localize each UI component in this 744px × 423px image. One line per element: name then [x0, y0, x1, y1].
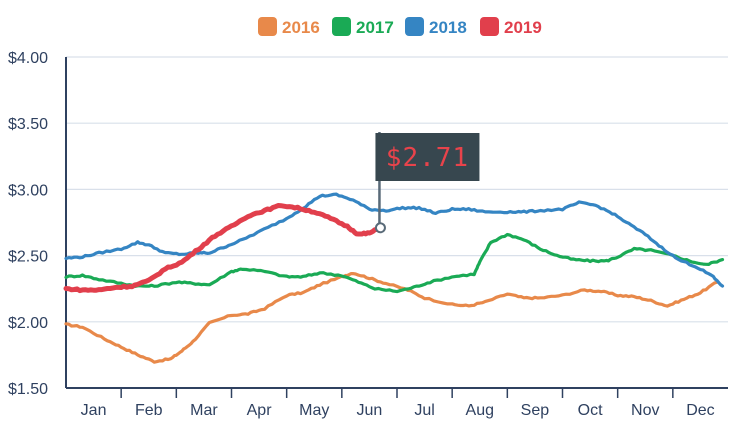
series-line-2017[interactable]	[64, 232, 725, 294]
legend-label-2016: 2016	[282, 18, 320, 37]
flag-price-label: $2.71	[386, 143, 469, 173]
x-tick-label: Mar	[190, 402, 218, 419]
x-tick-label: Oct	[578, 402, 603, 419]
x-tick-label: Apr	[247, 402, 273, 419]
legend-swatch-2017	[332, 17, 351, 36]
y-tick-label: $2.50	[8, 249, 48, 266]
axes: $1.50 $2.00 $2.50 $3.00 $3.50 $4.00 Jan Feb Mar A…	[8, 50, 728, 419]
legend-label-2018: 2018	[429, 18, 467, 37]
x-tick-label: Nov	[631, 402, 659, 419]
series-line-2016[interactable]	[64, 272, 719, 364]
x-tick-label: Jul	[414, 402, 434, 419]
y-tick-label: $1.50	[8, 381, 48, 398]
legend-swatch-2016	[258, 17, 277, 36]
x-tick-label: Aug	[466, 402, 494, 419]
y-tick-label: $4.00	[8, 50, 48, 67]
legend-item-2017[interactable]: 2017	[332, 17, 394, 37]
legend: 2016 2017 2018 2019	[258, 17, 542, 37]
x-tick-label: Jan	[81, 402, 107, 419]
series-line-2018[interactable]	[64, 192, 725, 288]
legend-item-2019[interactable]: 2019	[480, 17, 542, 37]
price-flag-annotation: $2.71	[374, 132, 480, 234]
legend-swatch-2018	[405, 17, 424, 36]
legend-item-2018[interactable]: 2018	[405, 17, 467, 37]
legend-label-2019: 2019	[504, 18, 542, 37]
series-lines	[63, 192, 725, 364]
legend-label-2017: 2017	[356, 18, 394, 37]
y-tick-label: $2.00	[8, 315, 48, 332]
y-tick-label: $3.50	[8, 116, 48, 133]
flag-anchor-dot[interactable]	[374, 222, 386, 234]
x-tick-label: Sep	[521, 402, 550, 419]
x-tick-label: May	[299, 402, 329, 419]
series-line-2019[interactable]	[63, 203, 383, 294]
legend-item-2016[interactable]: 2016	[258, 17, 320, 37]
x-tick-label: Feb	[135, 402, 163, 419]
y-tick-label: $3.00	[8, 182, 48, 199]
x-tick-label: Jun	[357, 402, 383, 419]
flag-body	[375, 133, 480, 181]
legend-swatch-2019	[480, 17, 499, 36]
x-tick-label: Dec	[686, 402, 714, 419]
